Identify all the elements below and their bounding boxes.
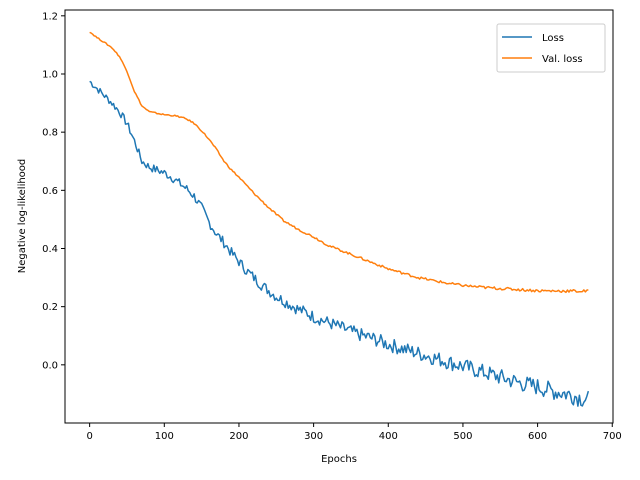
y-tick-label: 0.0 <box>42 360 58 371</box>
y-axis-label: Negative log-likelihood <box>17 159 28 274</box>
x-axis-label: Epochs <box>321 454 357 465</box>
series-line-loss <box>89 80 590 407</box>
x-axis-ticks: 0 100 200 300 400 500 600 700 <box>86 423 622 442</box>
y-tick-label: 0.6 <box>42 186 58 197</box>
y-tick-label: 0.4 <box>42 244 58 255</box>
series-layer <box>89 31 590 407</box>
x-tick-label: 100 <box>155 431 174 442</box>
y-axis-ticks: 0.0 0.2 0.4 0.6 0.8 1.0 1.2 <box>42 11 65 371</box>
legend-label-loss: Loss <box>542 33 564 44</box>
x-tick-label: 700 <box>603 431 622 442</box>
x-tick-label: 0 <box>86 431 92 442</box>
plot-frame <box>64 9 614 424</box>
x-tick-label: 200 <box>229 431 248 442</box>
x-tick-label: 500 <box>453 431 472 442</box>
y-tick-label: 0.2 <box>42 302 58 313</box>
y-tick-label: 0.8 <box>42 128 58 139</box>
y-tick-label: 1.2 <box>42 11 58 22</box>
series-line-val-loss <box>89 31 589 294</box>
x-tick-label: 300 <box>304 431 323 442</box>
legend-label-val-loss: Val. loss <box>542 54 583 65</box>
x-tick-label: 600 <box>528 431 547 442</box>
legend-box <box>496 23 606 73</box>
legend: Loss Val. loss <box>496 23 606 73</box>
x-tick-label: 400 <box>379 431 398 442</box>
y-tick-label: 1.0 <box>42 69 58 80</box>
